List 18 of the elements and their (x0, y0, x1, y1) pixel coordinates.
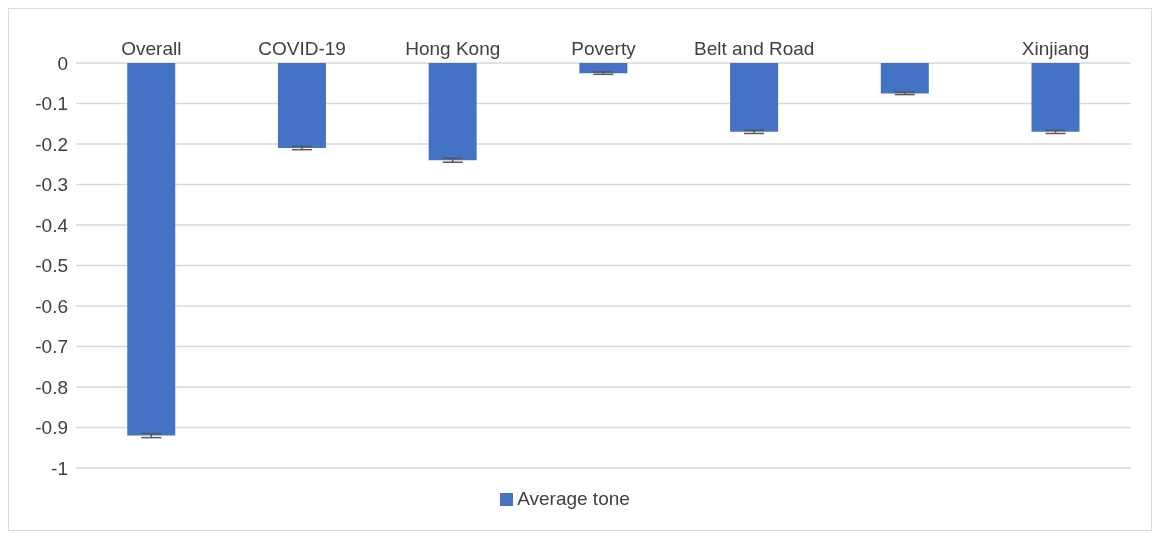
legend-label: Average tone (517, 488, 630, 509)
x-tick-label: Poverty (571, 38, 637, 59)
y-tick-label: -0.9 (35, 417, 68, 439)
y-tick-label: -0.2 (35, 133, 68, 155)
y-tick-label: -0.4 (35, 214, 69, 236)
x-tick-label: COVID-19 (258, 38, 346, 59)
y-tick-label: -0.5 (35, 255, 68, 277)
y-tick-label: -0.3 (35, 174, 68, 196)
x-tick-label: Overall (121, 38, 182, 59)
x-tick-label: Xinjiang (1021, 38, 1090, 59)
y-tick-label: -0.6 (35, 295, 68, 317)
y-tick-label: 0 (57, 52, 68, 74)
y-tick-label: -0.8 (35, 376, 68, 398)
y-tick-label: -1 (51, 457, 68, 479)
y-tick-label: -0.7 (35, 336, 68, 358)
x-tick-label: Belt and Road (694, 38, 815, 59)
x-tick-label: Hong Kong (405, 38, 501, 59)
y-tick-label: -0.1 (35, 93, 68, 115)
